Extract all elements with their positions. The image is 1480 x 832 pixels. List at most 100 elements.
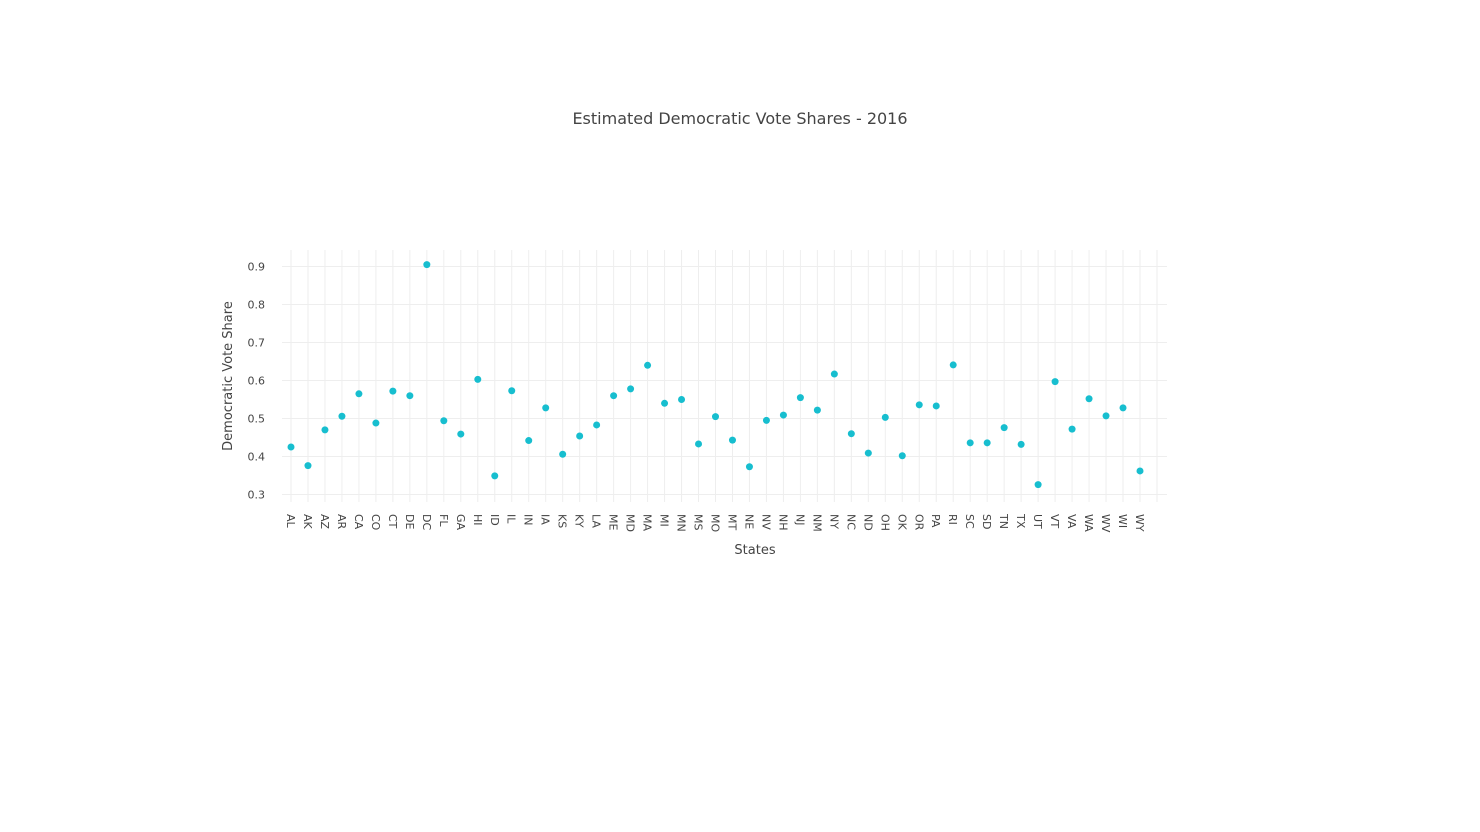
y-axis-title: Democratic Vote Share — [221, 301, 236, 451]
x-tick-label: RI — [946, 514, 959, 525]
data-point-mi[interactable] — [661, 399, 669, 407]
data-point-oh[interactable] — [881, 413, 889, 421]
x-tick-label: IL — [505, 514, 518, 524]
x-tick-label: HI — [471, 514, 484, 526]
x-tick-label: LA — [590, 514, 603, 528]
data-point-nv[interactable] — [762, 416, 770, 424]
data-point-ma[interactable] — [644, 361, 652, 369]
x-axis-title: States — [734, 543, 775, 558]
x-tick-label: SD — [980, 514, 993, 529]
data-point-la[interactable] — [593, 421, 601, 429]
y-tick-label: 0.7 — [248, 337, 266, 350]
data-point-me[interactable] — [610, 392, 618, 400]
data-point-vt[interactable] — [1051, 378, 1059, 386]
x-tick-label: MA — [641, 514, 654, 531]
data-point-ne[interactable] — [745, 463, 753, 471]
data-point-sc[interactable] — [966, 439, 974, 447]
data-point-ga[interactable] — [457, 430, 465, 438]
y-tick-label: 0.3 — [248, 489, 266, 502]
x-tick-label: OH — [878, 514, 891, 531]
x-tick-label: GA — [454, 514, 467, 531]
x-tick-label: ID — [488, 514, 501, 526]
x-tick-label: AZ — [318, 514, 331, 530]
data-point-de[interactable] — [406, 392, 414, 400]
data-point-ri[interactable] — [949, 361, 957, 369]
data-point-hi[interactable] — [474, 375, 482, 383]
data-point-il[interactable] — [508, 387, 516, 395]
y-tick-label: 0.9 — [248, 261, 266, 274]
x-tick-label: NV — [759, 514, 772, 530]
data-point-al[interactable] — [287, 443, 295, 451]
data-point-wy[interactable] — [1136, 467, 1144, 475]
x-tick-label: KS — [556, 514, 569, 528]
data-point-nj[interactable] — [796, 394, 804, 402]
data-point-or[interactable] — [915, 401, 923, 409]
data-point-wv[interactable] — [1102, 412, 1110, 420]
data-point-id[interactable] — [491, 472, 499, 480]
x-tick-label: MO — [709, 514, 722, 532]
data-point-nh[interactable] — [779, 411, 787, 419]
x-tick-label: PA — [929, 514, 942, 528]
data-point-tn[interactable] — [1000, 424, 1008, 432]
data-point-in[interactable] — [525, 437, 533, 445]
data-point-va[interactable] — [1068, 425, 1076, 433]
data-point-dc[interactable] — [423, 261, 431, 269]
x-tick-label: TN — [997, 513, 1010, 529]
x-tick-label: NM — [810, 514, 823, 532]
x-tick-label: CO — [369, 514, 382, 531]
data-point-ks[interactable] — [559, 450, 567, 458]
x-tick-label: ND — [861, 514, 874, 531]
y-tick-label: 0.8 — [248, 299, 266, 312]
data-point-wa[interactable] — [1085, 395, 1093, 403]
data-point-ca[interactable] — [355, 390, 363, 398]
data-point-ky[interactable] — [576, 432, 584, 440]
data-point-ar[interactable] — [338, 412, 346, 420]
data-point-mt[interactable] — [728, 436, 736, 444]
x-tick-label: MI — [658, 514, 671, 527]
x-tick-label: OR — [912, 514, 925, 531]
data-point-fl[interactable] — [440, 417, 448, 425]
data-point-ms[interactable] — [695, 440, 703, 448]
x-tick-label: WA — [1082, 514, 1095, 532]
data-point-nd[interactable] — [864, 449, 872, 457]
data-point-az[interactable] — [321, 426, 329, 434]
x-tick-label: NY — [827, 514, 840, 529]
data-point-sd[interactable] — [983, 439, 991, 447]
data-point-ok[interactable] — [898, 452, 906, 460]
x-tick-label: ME — [607, 514, 620, 530]
data-point-mo[interactable] — [712, 413, 719, 421]
data-point-ut[interactable] — [1034, 481, 1042, 489]
data-point-nm[interactable] — [813, 406, 821, 414]
x-tick-label: CT — [386, 514, 399, 529]
grid-layer — [282, 250, 1167, 502]
x-tick-label: CA — [352, 514, 365, 530]
x-tick-label: MN — [675, 514, 688, 532]
y-tick-label: 0.4 — [248, 451, 266, 464]
x-tick-label: WV — [1099, 514, 1112, 533]
x-tick-label: AR — [335, 514, 348, 530]
x-tick-label: OK — [895, 514, 908, 531]
data-point-nc[interactable] — [847, 430, 855, 438]
x-tick-label: DC — [420, 514, 433, 530]
data-point-wi[interactable] — [1119, 404, 1127, 412]
x-tick-label: IA — [539, 514, 552, 525]
x-tick-label: TX — [1014, 513, 1027, 529]
data-point-ia[interactable] — [542, 404, 550, 412]
data-point-ct[interactable] — [389, 387, 397, 395]
data-point-tx[interactable] — [1017, 440, 1025, 448]
data-point-md[interactable] — [627, 385, 635, 393]
y-tick-label: 0.6 — [248, 375, 266, 388]
x-tick-label: FL — [437, 514, 450, 527]
data-point-co[interactable] — [372, 419, 380, 427]
data-point-ak[interactable] — [304, 462, 312, 470]
x-tick-label: WI — [1116, 514, 1129, 528]
data-point-pa[interactable] — [932, 402, 940, 410]
x-tick-label: NJ — [793, 514, 806, 525]
x-tick-label: MT — [725, 514, 738, 530]
data-point-mn[interactable] — [678, 396, 686, 403]
x-tick-label: VA — [1065, 514, 1078, 529]
x-tick-label: NE — [742, 514, 755, 529]
x-tick-label: AL — [284, 514, 297, 529]
chart-title: Estimated Democratic Vote Shares - 2016 — [572, 109, 907, 128]
data-point-ny[interactable] — [830, 370, 838, 378]
